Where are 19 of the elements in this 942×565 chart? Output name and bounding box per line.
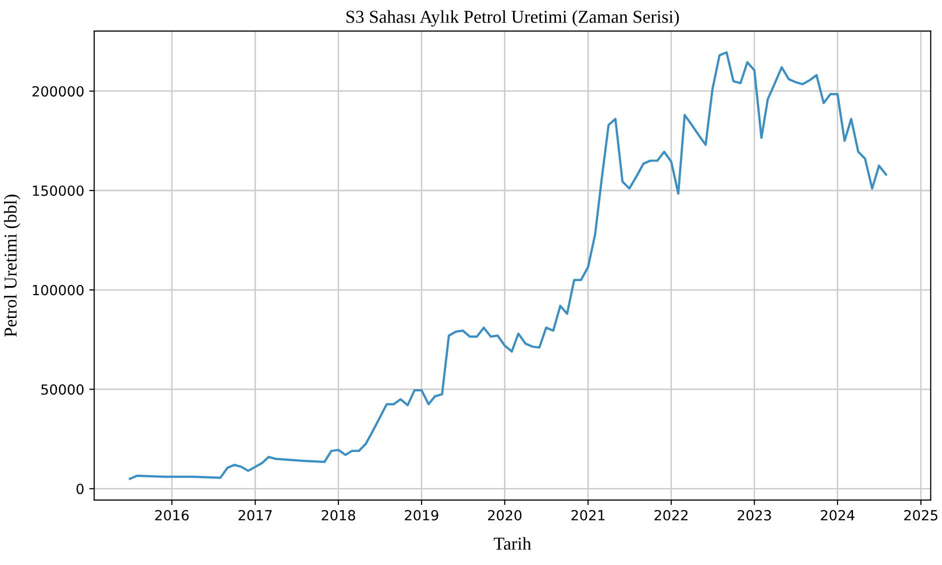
x-tick-label: 2019 bbox=[404, 510, 438, 520]
x-tick-label: 2016 bbox=[155, 510, 189, 520]
x-tick-label: 2021 bbox=[571, 510, 604, 520]
x-tick-label: 2018 bbox=[322, 510, 356, 520]
y-tick-label: 50000 bbox=[41, 384, 84, 395]
y-tick-label: 0 bbox=[76, 484, 84, 494]
x-tick-label: 2024 bbox=[820, 510, 854, 520]
x-tick-label: 2025 bbox=[904, 510, 938, 520]
x-tick-label: 2020 bbox=[488, 510, 522, 520]
x-tick-label: 2017 bbox=[238, 510, 272, 520]
line-series bbox=[128, 51, 888, 480]
y-tick-label: 150000 bbox=[32, 185, 84, 196]
y-tick-label: 200000 bbox=[32, 86, 84, 97]
x-tick-label: 2023 bbox=[738, 510, 771, 520]
chart-title: S3 Sahası Aylık Petrol Uretimi (Zaman Serisi) bbox=[346, 10, 679, 27]
x-tick-label: 2022 bbox=[654, 510, 688, 520]
y-axis-title: Petrol Uretimi (bbl) bbox=[4, 194, 20, 337]
x-axis-title: Tarih bbox=[494, 537, 532, 550]
y-tick-label: 100000 bbox=[32, 284, 84, 296]
